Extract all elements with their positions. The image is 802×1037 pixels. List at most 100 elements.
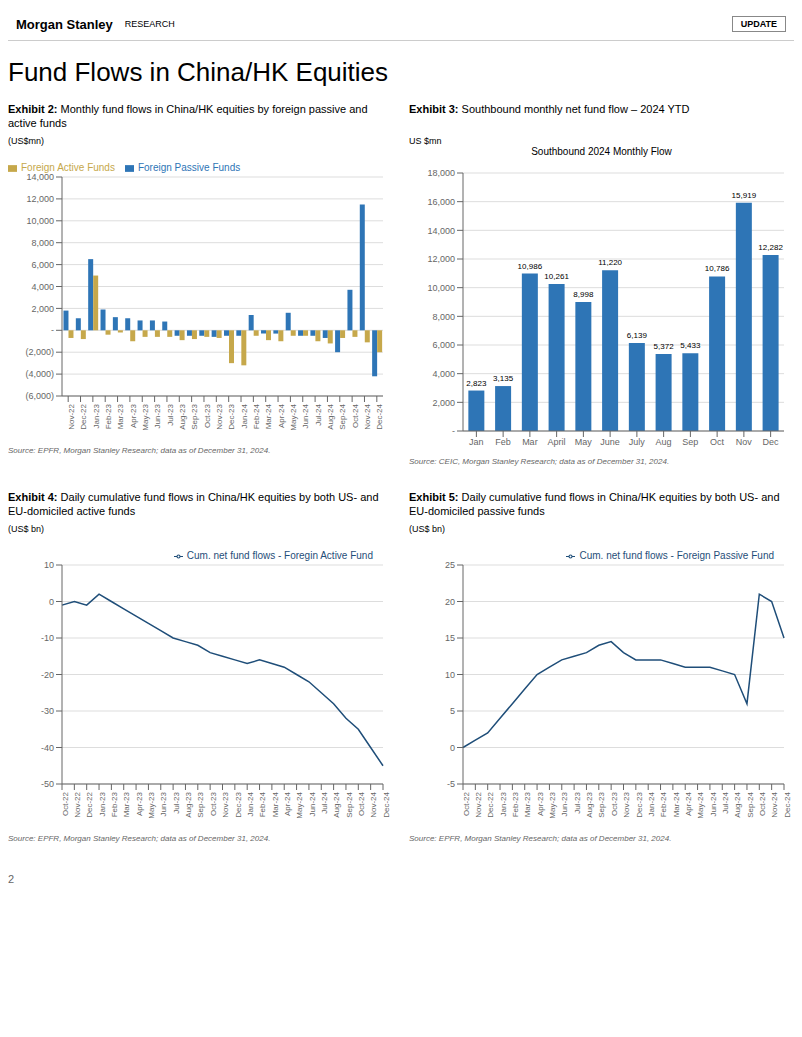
svg-text:Jul-23: Jul-23 — [166, 403, 175, 425]
svg-text:Feb-23: Feb-23 — [104, 403, 113, 429]
svg-text:-30: -30 — [41, 706, 54, 716]
svg-text:10,000: 10,000 — [26, 216, 54, 226]
svg-text:Apr-23: Apr-23 — [129, 403, 138, 428]
svg-text:Jun-23: Jun-23 — [153, 403, 162, 428]
svg-text:Mar: Mar — [522, 437, 538, 447]
svg-text:Apr-23: Apr-23 — [135, 791, 144, 816]
svg-text:2,000: 2,000 — [31, 304, 54, 314]
svg-text:12,282: 12,282 — [758, 243, 783, 252]
svg-text:Apr-23: Apr-23 — [536, 791, 545, 816]
svg-text:-: - — [51, 325, 54, 335]
svg-text:14,000: 14,000 — [26, 172, 54, 182]
svg-text:June: June — [600, 437, 620, 447]
svg-text:Feb: Feb — [495, 437, 511, 447]
svg-text:Jun-24: Jun-24 — [308, 791, 317, 816]
svg-text:Jul-23: Jul-23 — [573, 791, 582, 813]
svg-text:Aug: Aug — [656, 437, 672, 447]
svg-text:May-24: May-24 — [295, 791, 304, 818]
svg-text:Feb-23: Feb-23 — [511, 791, 520, 817]
svg-text:Jan-24: Jan-24 — [246, 791, 255, 816]
svg-text:5,433: 5,433 — [680, 341, 701, 350]
svg-text:Aug-23: Aug-23 — [178, 403, 187, 429]
svg-text:Mar-23: Mar-23 — [523, 791, 532, 817]
svg-text:Apr-24: Apr-24 — [277, 403, 286, 428]
svg-text:Dec-23: Dec-23 — [227, 403, 236, 429]
svg-text:20: 20 — [445, 597, 455, 607]
svg-text:Nov-24: Nov-24 — [363, 403, 372, 429]
svg-text:10: 10 — [44, 560, 54, 570]
svg-text:Dec-24: Dec-24 — [376, 403, 385, 429]
svg-text:Nov-23: Nov-23 — [221, 791, 230, 817]
svg-text:Aug-23: Aug-23 — [184, 791, 193, 817]
svg-text:Sep-23: Sep-23 — [597, 791, 606, 817]
svg-text:Aug-24: Aug-24 — [733, 791, 742, 817]
svg-text:-5: -5 — [447, 779, 455, 789]
svg-text:25: 25 — [445, 560, 455, 570]
svg-text:-10: -10 — [41, 633, 54, 643]
svg-text:8,000: 8,000 — [432, 312, 455, 322]
svg-text:10: 10 — [445, 670, 455, 680]
svg-text:Jul-24: Jul-24 — [320, 791, 329, 813]
svg-text:Dec-24: Dec-24 — [783, 791, 792, 817]
svg-text:-40: -40 — [41, 743, 54, 753]
svg-text:Jun-23: Jun-23 — [560, 791, 569, 816]
svg-text:Jul-24: Jul-24 — [314, 403, 323, 425]
svg-text:Jan-23: Jan-23 — [98, 791, 107, 816]
svg-text:Sep-24: Sep-24 — [746, 791, 755, 817]
svg-text:Mar-23: Mar-23 — [122, 791, 131, 817]
svg-text:14,000: 14,000 — [427, 226, 455, 236]
svg-text:Aug-23: Aug-23 — [585, 791, 594, 817]
svg-text:Mar-24: Mar-24 — [672, 791, 681, 817]
svg-text:16,000: 16,000 — [427, 197, 455, 207]
svg-text:April: April — [548, 437, 566, 447]
svg-text:(4,000): (4,000) — [25, 369, 54, 379]
svg-text:11,220: 11,220 — [598, 258, 622, 267]
svg-text:6,000: 6,000 — [31, 260, 54, 270]
svg-text:Nov-23: Nov-23 — [215, 403, 224, 429]
svg-text:Nov-24: Nov-24 — [770, 791, 779, 817]
svg-text:10,000: 10,000 — [427, 283, 455, 293]
svg-text:Jan-24: Jan-24 — [240, 403, 249, 428]
svg-text:Sep-24: Sep-24 — [338, 403, 347, 429]
svg-text:Oct-23: Oct-23 — [203, 403, 212, 428]
svg-text:Nov-22: Nov-22 — [474, 791, 483, 817]
svg-text:10,786: 10,786 — [705, 264, 730, 273]
svg-text:Oct-24: Oct-24 — [357, 791, 366, 816]
svg-text:Nov-22: Nov-22 — [73, 791, 82, 817]
svg-text:Jul-24: Jul-24 — [721, 791, 730, 813]
svg-text:Dec-22: Dec-22 — [79, 403, 88, 429]
svg-text:10,986: 10,986 — [518, 262, 543, 271]
svg-text:Feb-24: Feb-24 — [258, 791, 267, 817]
svg-text:Oct-22: Oct-22 — [462, 791, 471, 816]
svg-text:Dec-22: Dec-22 — [486, 791, 495, 817]
svg-text:0: 0 — [450, 743, 455, 753]
svg-text:Jun-24: Jun-24 — [709, 791, 718, 816]
svg-text:Feb-24: Feb-24 — [252, 403, 261, 429]
svg-text:Dec-24: Dec-24 — [382, 791, 391, 817]
svg-text:Oct-24: Oct-24 — [758, 791, 767, 816]
svg-text:Mar-23: Mar-23 — [116, 403, 125, 429]
svg-text:May-24: May-24 — [696, 791, 705, 818]
svg-text:3,135: 3,135 — [493, 374, 514, 383]
svg-text:(2,000): (2,000) — [25, 347, 54, 357]
svg-text:4,000: 4,000 — [31, 282, 54, 292]
svg-text:2,000: 2,000 — [432, 398, 455, 408]
svg-text:15: 15 — [445, 633, 455, 643]
svg-text:(6,000): (6,000) — [25, 391, 54, 401]
svg-text:Dec: Dec — [763, 437, 780, 447]
svg-text:10,261: 10,261 — [544, 272, 569, 281]
svg-text:5: 5 — [450, 706, 455, 716]
svg-text:Aug-24: Aug-24 — [332, 791, 341, 817]
svg-text:6,000: 6,000 — [432, 340, 455, 350]
svg-text:Mar-24: Mar-24 — [271, 791, 280, 817]
svg-text:12,000: 12,000 — [427, 254, 455, 264]
svg-text:Oct-24: Oct-24 — [351, 403, 360, 428]
svg-text:Jul-23: Jul-23 — [172, 791, 181, 813]
svg-text:Sep: Sep — [682, 437, 698, 447]
svg-text:May-24: May-24 — [289, 403, 298, 430]
svg-text:18,000: 18,000 — [427, 168, 455, 178]
svg-text:May: May — [575, 437, 593, 447]
svg-text:July: July — [629, 437, 646, 447]
svg-text:15,919: 15,919 — [732, 191, 757, 200]
svg-text:Nov-22: Nov-22 — [67, 403, 76, 429]
